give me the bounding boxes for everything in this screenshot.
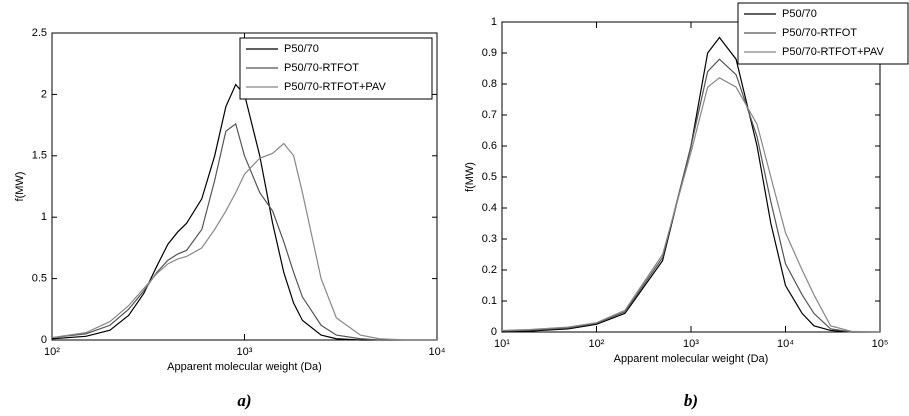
legend-label: P50/70-RTFOT+PAV bbox=[782, 46, 884, 58]
legend-label: P50/70 bbox=[284, 43, 319, 55]
x-tick-label: 10¹ bbox=[494, 338, 510, 350]
y-tick-label: 0.6 bbox=[482, 140, 497, 152]
y-tick-label: 2 bbox=[41, 88, 47, 100]
y-tick-label: 2.5 bbox=[32, 27, 47, 39]
x-tick-label: 10³ bbox=[237, 346, 253, 358]
y-axis-label: f(MW) bbox=[14, 172, 26, 202]
x-tick-label: 10² bbox=[589, 338, 605, 350]
y-tick-label: 0.7 bbox=[482, 109, 497, 121]
x-tick-label: 10⁴ bbox=[777, 338, 794, 350]
y-tick-label: 1 bbox=[41, 211, 47, 223]
legend-label: P50/70-RTFOT bbox=[284, 62, 359, 74]
x-tick-label: 10² bbox=[44, 346, 60, 358]
x-axis-label: Apparent molecular weight (Da) bbox=[167, 361, 322, 373]
y-tick-label: 0.2 bbox=[482, 264, 497, 276]
series-line bbox=[51, 83, 437, 341]
y-tick-label: 0.1 bbox=[482, 295, 497, 307]
y-tick-label: 0.9 bbox=[482, 47, 497, 59]
series-line bbox=[501, 36, 880, 333]
plot-area bbox=[501, 21, 881, 333]
y-tick-label: 0.8 bbox=[482, 78, 497, 90]
series-line bbox=[51, 122, 437, 341]
caption: a) bbox=[237, 391, 251, 410]
y-tick-label: 0 bbox=[491, 326, 497, 338]
x-tick-label: 10⁵ bbox=[872, 338, 889, 350]
series-line bbox=[501, 58, 880, 333]
x-tick-label: 10³ bbox=[683, 338, 699, 350]
y-tick-label: 0.5 bbox=[32, 273, 47, 285]
y-tick-label: 1.5 bbox=[32, 150, 47, 162]
legend-label: P50/70-RTFOT bbox=[782, 27, 857, 39]
y-tick-label: 0 bbox=[41, 334, 47, 346]
x-axis-label: Apparent molecular weight (Da) bbox=[614, 353, 769, 365]
caption: b) bbox=[684, 391, 698, 410]
series-line bbox=[501, 77, 881, 333]
legend-label: P50/70 bbox=[782, 8, 817, 20]
y-axis-label: f(MW) bbox=[464, 162, 476, 192]
x-tick-label: 10⁴ bbox=[429, 346, 446, 358]
y-tick-label: 0.4 bbox=[482, 202, 497, 214]
y-tick-label: 1 bbox=[491, 16, 497, 28]
legend-label: P50/70-RTFOT+PAV bbox=[284, 81, 386, 93]
series-line bbox=[51, 142, 437, 341]
y-tick-label: 0.3 bbox=[482, 233, 497, 245]
y-tick-label: 0.5 bbox=[482, 171, 497, 183]
